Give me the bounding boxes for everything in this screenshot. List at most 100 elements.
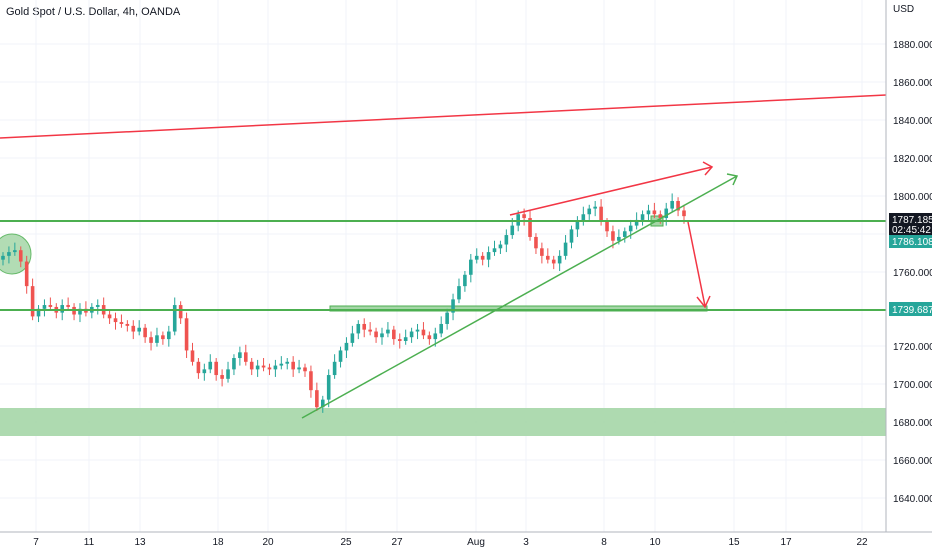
candle xyxy=(48,297,53,311)
candle xyxy=(386,322,390,338)
candle xyxy=(84,301,88,317)
candle xyxy=(356,320,361,340)
candle xyxy=(528,210,532,241)
candle xyxy=(279,356,284,370)
candle xyxy=(285,358,290,370)
candle xyxy=(167,325,171,347)
candle xyxy=(421,322,426,340)
price-tag-level-a-value: 1786.108 xyxy=(892,237,932,248)
candle xyxy=(24,255,29,294)
candle xyxy=(315,382,319,411)
candle xyxy=(534,233,538,254)
candle xyxy=(409,327,414,343)
price-tick-label: 1760.000 xyxy=(893,268,932,279)
time-tick-label: 27 xyxy=(391,537,403,548)
candle xyxy=(569,225,574,249)
candle xyxy=(540,242,544,264)
candle xyxy=(155,327,159,347)
wedge-lower-line[interactable] xyxy=(301,175,738,419)
candle xyxy=(7,246,11,264)
candle xyxy=(184,312,189,359)
price-tag-current[interactable]: 1787.185 02:45:42 xyxy=(889,213,932,236)
price-tag-level-b[interactable]: 1739.687 xyxy=(889,302,932,316)
time-tick-label: 25 xyxy=(340,537,352,548)
candle xyxy=(480,252,485,266)
candle xyxy=(137,320,141,336)
candles xyxy=(1,193,686,413)
candle xyxy=(119,314,124,328)
candle xyxy=(172,297,177,336)
upper-trendline[interactable] xyxy=(0,94,887,139)
time-tick-label: 22 xyxy=(856,537,868,548)
wedge-upper-line[interactable] xyxy=(509,166,713,216)
candle xyxy=(640,210,645,226)
candle xyxy=(563,235,568,260)
candle xyxy=(474,248,479,264)
grid-lines xyxy=(0,0,886,532)
candle xyxy=(392,325,396,345)
time-tick-label: 3 xyxy=(523,537,529,548)
candle xyxy=(190,342,195,366)
candle xyxy=(78,303,82,323)
price-tick-label: 1840.000 xyxy=(893,116,932,127)
price-tick-label: 1800.000 xyxy=(893,192,932,203)
candle xyxy=(30,278,35,321)
candle xyxy=(652,202,657,219)
candle xyxy=(208,354,213,374)
candle xyxy=(243,344,248,366)
candle xyxy=(131,320,136,340)
candle xyxy=(66,297,70,311)
candle xyxy=(261,358,266,372)
time-tick-label: 8 xyxy=(601,537,607,548)
price-tag-current-value: 1787.185 xyxy=(892,215,932,226)
price-tag-level-b-value: 1739.687 xyxy=(892,305,932,316)
candle xyxy=(350,325,355,347)
candle xyxy=(676,197,680,217)
time-tick-labels: 7 11 13 18 20 25 27 Aug 3 8 10 15 17 22 xyxy=(33,537,868,548)
candle xyxy=(249,358,254,376)
candle xyxy=(486,246,491,268)
chart-title: Gold Spot / U.S. Dollar, 4h, OANDA xyxy=(6,6,181,18)
candle xyxy=(297,359,301,374)
time-tick-label: 10 xyxy=(649,537,661,548)
price-tag-level-a[interactable]: 1786.108 xyxy=(889,235,932,248)
candle xyxy=(445,308,449,330)
time-tick-label: 17 xyxy=(780,537,792,548)
candle xyxy=(202,363,207,381)
demand-zone[interactable] xyxy=(0,408,886,436)
candle xyxy=(551,255,556,270)
projection-arrow[interactable] xyxy=(687,221,706,307)
candle xyxy=(1,252,5,266)
time-tick-label: 13 xyxy=(134,537,146,548)
candle xyxy=(557,250,562,271)
wedge-upper-arrowhead xyxy=(702,161,714,176)
candle xyxy=(326,369,331,408)
candle xyxy=(368,322,372,336)
candle xyxy=(143,323,147,343)
price-tick-label: 1660.000 xyxy=(893,456,932,467)
candle xyxy=(13,242,17,256)
time-tick-label: 20 xyxy=(262,537,274,548)
candle xyxy=(196,358,201,379)
candle xyxy=(498,240,503,254)
candle xyxy=(397,333,402,349)
candle xyxy=(469,253,473,283)
candle xyxy=(332,354,337,379)
candle xyxy=(36,305,41,323)
candle xyxy=(273,359,278,377)
candle xyxy=(646,204,651,222)
candle xyxy=(380,327,384,345)
candle xyxy=(255,359,260,377)
price-tick-label: 1820.000 xyxy=(893,154,932,165)
price-axis[interactable] xyxy=(886,0,932,550)
candle xyxy=(451,293,455,321)
candle xyxy=(214,358,218,381)
highlight-ellipse[interactable] xyxy=(0,233,32,275)
candle xyxy=(149,331,153,351)
candle xyxy=(95,299,100,315)
price-tick-label: 1640.000 xyxy=(893,494,932,505)
time-axis[interactable] xyxy=(0,532,932,550)
candle xyxy=(42,299,47,317)
candle xyxy=(72,303,76,321)
